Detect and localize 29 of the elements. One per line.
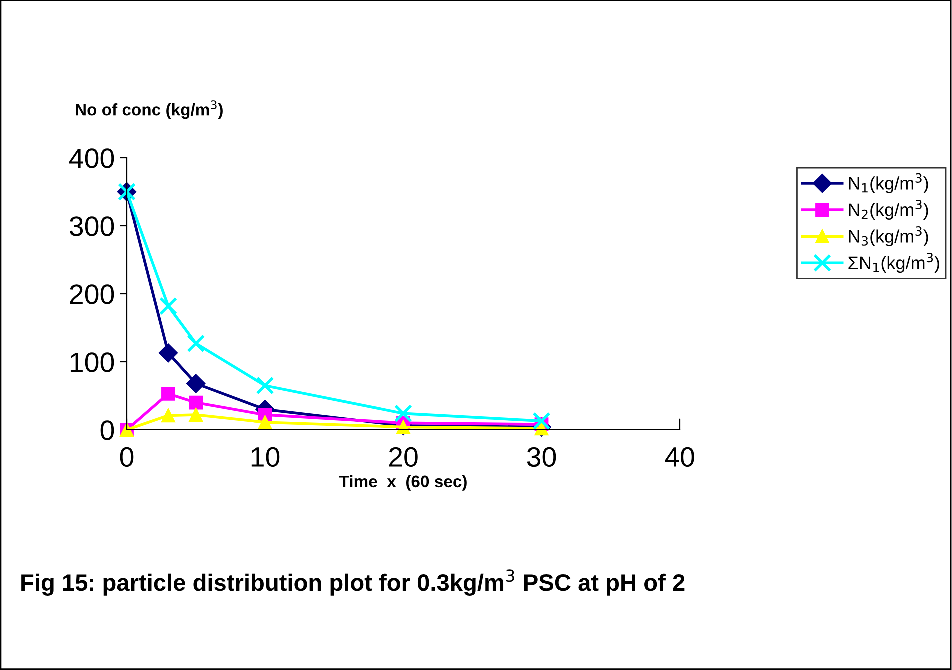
x-tick-label: 10: [252, 447, 280, 468]
legend-label: ΣN$_{1}$(kg/m$^{3}$): [848, 253, 940, 274]
point: [162, 387, 176, 401]
y-tick-label: 300: [70, 216, 114, 236]
point: [258, 416, 272, 430]
point: [189, 396, 204, 410]
text: Fig 15: particle distribution plot for 0.3kg/m$^{3}$ PSC at pH of 2: [22, 570, 685, 596]
x-tick-label: 0: [120, 447, 134, 468]
x-tick-label: 40: [665, 447, 694, 468]
x-tick-label: 30: [527, 447, 556, 468]
point: [187, 334, 206, 353]
y-tick-label: 400: [69, 148, 114, 168]
y-tick-label: 200: [70, 284, 114, 304]
x-axis-title: Time x (60 sec): [339, 475, 467, 491]
legend-label: N$_{3}$(kg/m$^{3}$): [849, 226, 928, 247]
legend-label: N$_{2}$(kg/m$^{3}$): [849, 200, 928, 220]
y-axis-title: No of conc (kg/m$^{3}$): [76, 100, 223, 120]
point: [162, 408, 176, 423]
point: [256, 376, 274, 395]
point: [159, 297, 178, 316]
point: [158, 344, 178, 363]
legend-label: N$_{1}$(kg/m$^{3}$): [849, 173, 928, 194]
point: [532, 412, 551, 430]
x-tick-label: 20: [389, 447, 418, 468]
point: [189, 408, 204, 422]
y-tick-label: 0: [100, 420, 114, 440]
point: [394, 404, 413, 423]
y-tick-label: 100: [70, 352, 114, 372]
point: [186, 374, 206, 394]
